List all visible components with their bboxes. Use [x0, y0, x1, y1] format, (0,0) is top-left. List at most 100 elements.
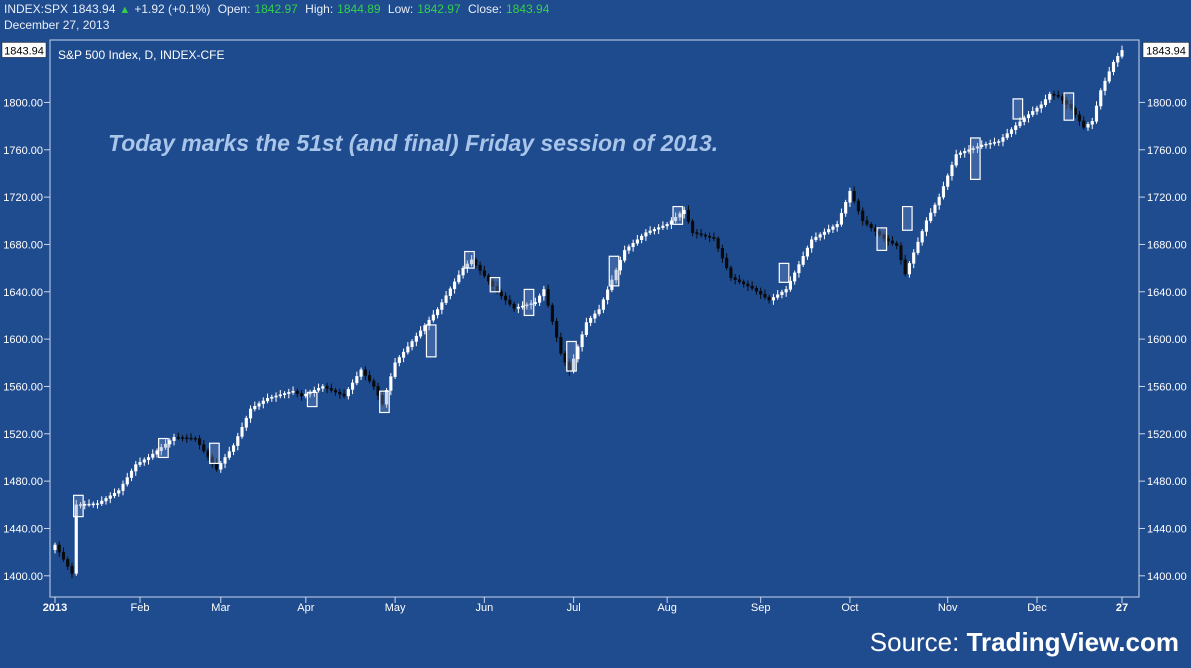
open-label: Open: [217, 2, 251, 16]
candle-up [678, 213, 682, 218]
candle-up [100, 500, 104, 504]
candle-up [652, 229, 656, 232]
candle-down [1056, 95, 1060, 97]
candle-up [835, 224, 839, 228]
candle-up [393, 362, 397, 377]
candle-up [975, 146, 980, 149]
candle-down [742, 281, 746, 285]
candle-down [197, 438, 202, 445]
last-price-tag-left [1, 42, 47, 58]
y-tick-label-right: 1800.00 [1147, 97, 1187, 109]
candle-up [1026, 114, 1031, 119]
candle-down [295, 390, 299, 394]
candle-up [584, 322, 588, 335]
hollow-candle-box [73, 494, 84, 518]
candle-up [601, 299, 605, 310]
quote-line: INDEX:SPX 1843.94 ▲ +1.92 (+0.1%) Open: 1842… [4, 2, 553, 18]
candle-up [125, 477, 129, 485]
candle-up [95, 503, 100, 505]
candle-up [814, 236, 818, 240]
candle-up [542, 289, 546, 297]
candle-up [291, 390, 295, 393]
candle-down [176, 437, 180, 439]
candle-up [163, 443, 168, 448]
last-price: 1843.94 [72, 2, 116, 16]
candle-up [788, 280, 792, 290]
candle-up [937, 196, 941, 206]
hollow-candle-box [379, 390, 390, 414]
candle-up [644, 232, 648, 237]
close-label: Close: [468, 2, 503, 16]
source-name: TradingView.com [966, 627, 1179, 657]
candle-up [87, 503, 91, 506]
candle-up [227, 451, 231, 458]
price-change: +1.92 (+0.1%) [134, 2, 211, 16]
candle-down [193, 438, 197, 440]
x-tick-label: Nov [938, 602, 958, 614]
hollow-candle-box [1012, 98, 1024, 120]
candle-up [219, 463, 223, 470]
open-value: 1842.97 [254, 2, 298, 16]
candle-up [610, 279, 614, 291]
candle-up [1120, 50, 1124, 57]
candle-up [623, 250, 627, 261]
candle-up [776, 294, 780, 298]
candle-down [338, 391, 342, 395]
candle-up [1090, 121, 1094, 125]
high-value: 1844.89 [337, 2, 381, 16]
candle-up [423, 325, 427, 332]
x-tick-label: 27 [1116, 602, 1128, 614]
candle-up [91, 503, 95, 506]
candle-up [924, 220, 929, 232]
candle-up [265, 398, 270, 402]
candle-up [457, 274, 461, 283]
candle-up [278, 394, 282, 397]
candle-up [831, 226, 835, 230]
candle-down [882, 234, 886, 239]
candle-down [550, 305, 554, 322]
candle-down [189, 437, 193, 440]
candle-down [869, 224, 873, 229]
candle-up [270, 396, 274, 399]
y-tick-label-left: 1520.00 [3, 429, 43, 441]
candle-down [512, 303, 516, 309]
y-tick-label-right: 1680.00 [1147, 239, 1187, 251]
candle-down [1069, 104, 1073, 109]
candle-down [746, 283, 750, 287]
candle-down [363, 369, 367, 376]
candle-up [74, 504, 78, 574]
y-tick-label-right: 1560.00 [1147, 381, 1187, 393]
chart-header: INDEX:SPX 1843.94 ▲ +1.92 (+0.1%) Open: 1842… [4, 2, 553, 33]
y-tick-label-right: 1400.00 [1147, 571, 1187, 583]
candle-down [1065, 100, 1069, 105]
y-tick-label-left: 1680.00 [3, 239, 43, 251]
candle-up [929, 212, 933, 222]
candle-up [223, 457, 227, 464]
x-tick-label: Jun [475, 602, 493, 614]
x-tick-label: Apr [297, 602, 314, 614]
candle-down [708, 235, 712, 238]
candle-up [950, 164, 954, 177]
candle-up [669, 220, 673, 225]
candle-down [474, 259, 478, 266]
candle-up [282, 393, 287, 395]
candle-up [946, 175, 950, 187]
close-value: 1843.94 [506, 2, 550, 16]
candle-up [257, 403, 261, 407]
candle-up [848, 190, 852, 203]
candle-up [810, 239, 814, 249]
candle-up [640, 235, 644, 240]
candle-up [916, 241, 920, 253]
candle-up [121, 483, 125, 491]
y-tick-label-right: 1520.00 [1147, 429, 1187, 441]
candle-down [903, 259, 907, 275]
candle-up [912, 252, 916, 264]
candle-up [797, 264, 801, 274]
candle-up [351, 382, 355, 390]
candle-down [899, 245, 903, 261]
candle-up [958, 152, 963, 155]
candle-down [342, 393, 346, 397]
candle-down [482, 270, 486, 277]
candle-up [402, 351, 406, 358]
